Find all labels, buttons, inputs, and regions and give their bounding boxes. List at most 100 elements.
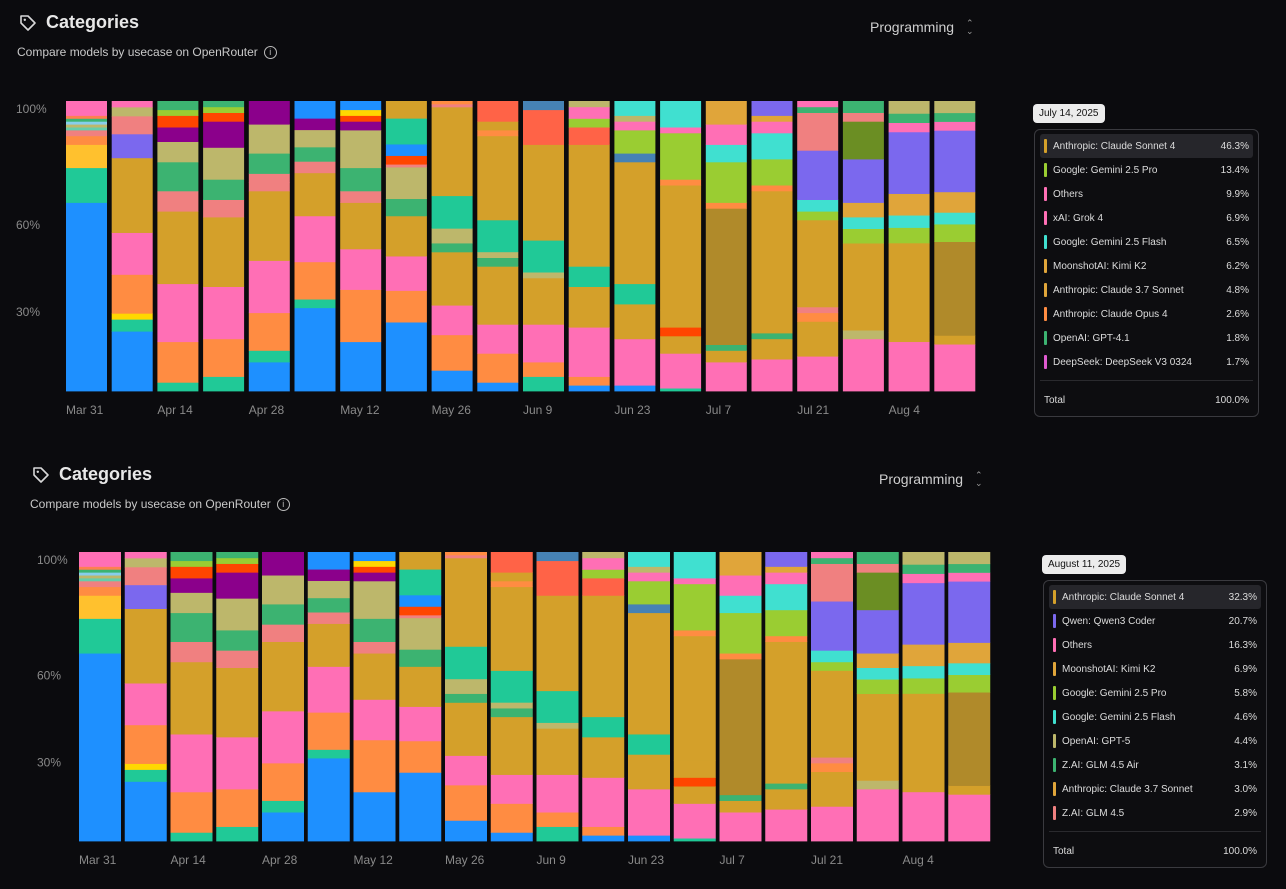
tooltip-row: Anthropic: Claude Sonnet 4 32.3% [1049, 585, 1261, 609]
tooltip-row: Google: Gemini 2.5 Flash 6.5% [1040, 230, 1253, 254]
bar-stack[interactable] [582, 552, 625, 842]
bar-stack[interactable] [948, 552, 991, 842]
bar-stack[interactable] [353, 552, 396, 842]
category-select[interactable]: Programming ⌃ ⌄ [879, 471, 983, 488]
bar-segment [431, 228, 473, 244]
bar-segment [628, 552, 670, 567]
bar-segment [660, 179, 702, 186]
bar-stack[interactable] [340, 101, 382, 392]
tooltip-row: Anthropic: Claude 3.7 Sonnet 3.0% [1049, 777, 1261, 801]
bar-segment [79, 586, 121, 596]
legend-swatch [1053, 806, 1056, 820]
bar-segment [203, 376, 245, 392]
bar-stack[interactable] [902, 552, 945, 842]
bar-segment [385, 290, 427, 323]
bar-segment [216, 788, 259, 827]
bar-segment [79, 595, 121, 619]
tooltip-model-name: MoonshotAI: Kimi K2 [1062, 663, 1156, 675]
bar-segment [568, 385, 610, 392]
bar-stack[interactable] [248, 101, 290, 392]
legend-swatch [1053, 590, 1056, 604]
bar-segment [294, 307, 336, 392]
bar-segment [353, 580, 396, 619]
bar-stack[interactable] [294, 101, 336, 392]
bar-stack[interactable] [719, 552, 762, 842]
bar-segment [856, 693, 899, 781]
bar-stack[interactable] [811, 552, 853, 842]
bar-stack[interactable] [66, 101, 107, 392]
bar-segment [66, 101, 107, 116]
bar-segment [203, 147, 245, 180]
bar-stack[interactable] [124, 552, 167, 842]
bar-stack[interactable] [888, 101, 930, 392]
bar-stack[interactable] [934, 101, 976, 392]
bar-stack[interactable] [431, 101, 473, 392]
bar-stack[interactable] [842, 101, 884, 392]
bar-segment [431, 251, 473, 306]
bar-stack[interactable] [705, 101, 747, 392]
bar-stack[interactable] [216, 552, 259, 842]
bar-segment [157, 190, 199, 212]
bar-segment [445, 554, 487, 559]
bar-segment [614, 385, 656, 392]
bar-segment [705, 202, 747, 209]
bar-stack[interactable] [536, 552, 579, 842]
bar-segment [248, 101, 290, 125]
bar-stack[interactable] [445, 552, 487, 842]
bar-segment [660, 185, 702, 311]
bar-segment [856, 667, 899, 680]
y-tick-label: 60% [16, 218, 40, 232]
bar-stack[interactable] [856, 552, 899, 842]
bar-segment [705, 144, 747, 163]
bar-segment [582, 552, 625, 559]
bar-segment [66, 130, 107, 137]
bar-stack[interactable] [157, 101, 199, 392]
bar-segment [248, 124, 290, 154]
bar-segment [842, 338, 884, 392]
bar-stack[interactable] [523, 101, 564, 392]
bar-stack[interactable] [765, 552, 808, 842]
category-select[interactable]: Programming ⌃ ⌄ [870, 19, 974, 36]
bar-segment [902, 782, 945, 793]
bar-stack[interactable] [797, 101, 839, 392]
bar-stack[interactable] [751, 101, 793, 392]
bar-stack[interactable] [490, 552, 533, 842]
bar-stack[interactable] [477, 101, 519, 392]
bar-segment [111, 232, 153, 275]
bar-segment [79, 572, 121, 576]
bar-segment [445, 702, 487, 756]
bar-stack[interactable] [399, 552, 442, 842]
bar-segment [445, 693, 487, 703]
info-icon[interactable]: i [263, 45, 277, 59]
bar-stack[interactable] [111, 101, 153, 392]
bar-stack[interactable] [79, 552, 121, 842]
bar-stack[interactable] [307, 552, 350, 842]
bar-segment [536, 552, 579, 562]
bar-stack[interactable] [628, 552, 670, 842]
bar-segment [673, 630, 716, 637]
info-icon[interactable]: i [276, 497, 290, 511]
bar-segment [811, 552, 853, 559]
bar-segment [523, 362, 564, 377]
bar-stack[interactable] [660, 101, 702, 392]
bar-stack[interactable] [568, 101, 610, 392]
bar-stack[interactable] [262, 552, 304, 842]
bar-segment [660, 127, 702, 134]
bar-stack[interactable] [170, 552, 213, 842]
bar-segment [340, 289, 382, 343]
bar-stack[interactable] [203, 101, 245, 392]
bar-segment [431, 243, 473, 253]
bar-stack[interactable] [614, 101, 656, 392]
bar-segment [385, 118, 427, 145]
tooltip-row: OpenAI: GPT-4.1 1.8% [1040, 326, 1253, 350]
bar-segment [216, 630, 259, 651]
bar-segment [811, 661, 853, 671]
bar-stack[interactable] [673, 552, 716, 842]
bar-segment [385, 215, 427, 257]
tooltip-model-share: 32.3% [1228, 591, 1257, 603]
legend-swatch [1044, 235, 1047, 249]
bar-segment [842, 112, 884, 122]
bar-segment [203, 106, 245, 113]
bar-stack[interactable] [385, 101, 427, 392]
bar-segment [490, 803, 533, 833]
